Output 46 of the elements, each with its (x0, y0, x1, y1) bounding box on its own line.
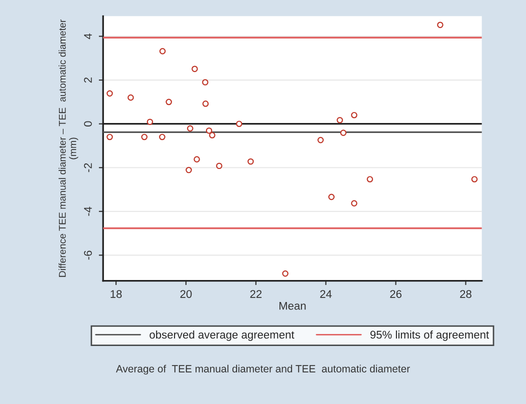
point (146, 118, 154, 126)
point (159, 134, 166, 140)
point (282, 270, 288, 277)
point (187, 125, 194, 132)
legend-label: observed average agreement (150, 330, 294, 341)
point (336, 116, 343, 124)
point (248, 158, 254, 165)
legend-label: 95% limits of agreement (370, 330, 489, 341)
point (366, 176, 374, 182)
point (340, 130, 346, 136)
y-tick-label: -6 (84, 250, 92, 260)
y-tick-label: 0 (84, 121, 92, 126)
x-tick-label: 26 (390, 290, 402, 298)
point (194, 156, 200, 162)
point (202, 79, 208, 86)
point (192, 66, 198, 72)
point (317, 136, 324, 144)
x-tick-label: 22 (250, 290, 262, 298)
point (216, 162, 222, 170)
x-tick-label: 20 (180, 290, 192, 298)
x-tick-label: 24 (320, 290, 332, 298)
point (186, 166, 192, 174)
point (471, 176, 478, 182)
y-axis-title: Difference TEE manual diameter – TEE automatic diameter (mm) (58, 19, 78, 277)
point (209, 132, 216, 138)
point (159, 48, 166, 54)
point (106, 134, 113, 140)
y-tick-label: 4 (84, 34, 92, 40)
y-tick-label: 2 (84, 78, 92, 83)
point (236, 120, 242, 127)
point (351, 112, 358, 118)
point (166, 98, 172, 106)
x-axis-title: Mean (279, 302, 306, 310)
point (202, 100, 209, 107)
point (206, 127, 212, 134)
y-tick-label: -2 (84, 163, 92, 172)
point (351, 200, 358, 206)
point (328, 194, 335, 200)
text: Average of TEE manual diameter and TEE automatic diameter (116, 364, 410, 375)
point (437, 22, 444, 28)
x-tick-label: 18 (110, 290, 122, 298)
y-tick-label: -4 (84, 206, 92, 216)
point (106, 90, 113, 97)
point (128, 94, 134, 101)
x-tick-label: 28 (460, 290, 472, 298)
point (141, 134, 148, 140)
